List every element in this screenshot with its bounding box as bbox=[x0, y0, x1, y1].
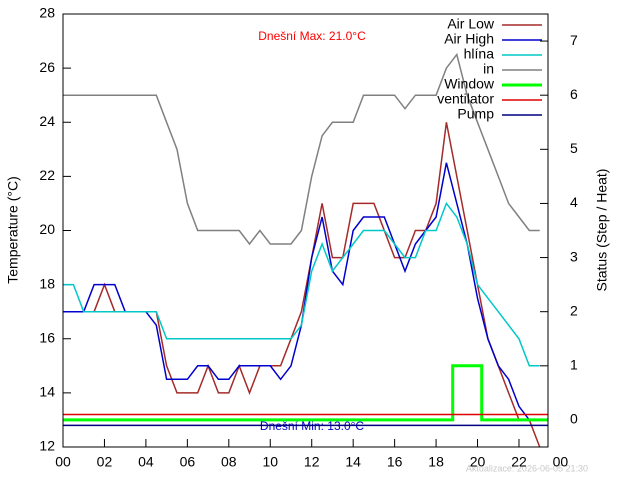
x-tick-label: 00 bbox=[553, 454, 569, 470]
y2-tick-label: 2 bbox=[570, 302, 578, 318]
y-tick-label: 26 bbox=[39, 59, 55, 75]
y-tick-label: 24 bbox=[39, 113, 55, 129]
x-tick-label: 06 bbox=[180, 454, 196, 470]
y2-tick-label: 1 bbox=[570, 357, 578, 373]
y-tick-label: 18 bbox=[39, 275, 55, 291]
legend-label: Air High bbox=[444, 31, 494, 47]
series-line bbox=[63, 364, 548, 422]
x-tick-label: 08 bbox=[221, 454, 237, 470]
x-tick-label: 10 bbox=[262, 454, 278, 470]
y-tick-label: 22 bbox=[39, 167, 55, 183]
y2-tick-label: 5 bbox=[570, 140, 578, 156]
y2-tick-label: 4 bbox=[570, 194, 578, 210]
y2-tick-label: 0 bbox=[570, 411, 578, 427]
x-tick-label: 02 bbox=[97, 454, 113, 470]
legend-label: in bbox=[483, 61, 494, 77]
series-line bbox=[63, 201, 540, 367]
legend-label: Air Low bbox=[447, 16, 495, 32]
legend-label: ventilator bbox=[437, 91, 494, 107]
legend-label: Window bbox=[444, 76, 495, 92]
x-tick-label: 14 bbox=[345, 454, 361, 470]
legend-label: hlína bbox=[464, 46, 495, 62]
y-axis-label: Temperature (°C) bbox=[5, 176, 21, 284]
series-line bbox=[63, 162, 540, 421]
legend-label: Pump bbox=[457, 106, 494, 122]
y2-tick-label: 7 bbox=[570, 32, 578, 48]
x-tick-label: 20 bbox=[470, 454, 486, 470]
y-tick-label: 28 bbox=[39, 5, 55, 21]
x-tick-label: 00 bbox=[55, 454, 71, 470]
update-annotation: Aktualizace: 2026-06-05 21:30 bbox=[466, 463, 588, 473]
max-annotation: Dnešní Max: 21.0°C bbox=[258, 29, 366, 43]
min-annotation: Dnešní Min: 13.0°C bbox=[260, 419, 365, 433]
y-tick-label: 16 bbox=[39, 329, 55, 345]
x-tick-label: 18 bbox=[428, 454, 444, 470]
y2-axis-label: Status (Step / Heat) bbox=[594, 169, 610, 292]
y2-tick-label: 3 bbox=[570, 248, 578, 264]
series-line bbox=[63, 122, 541, 447]
x-tick-label: 16 bbox=[387, 454, 403, 470]
x-tick-label: 22 bbox=[511, 454, 527, 470]
x-tick-label: 04 bbox=[138, 454, 154, 470]
y2-tick-label: 6 bbox=[570, 86, 578, 102]
y-tick-label: 14 bbox=[39, 384, 55, 400]
y-tick-label: 12 bbox=[39, 438, 55, 454]
y-tick-label: 20 bbox=[39, 221, 55, 237]
series-line bbox=[63, 52, 540, 246]
plot-border bbox=[62, 13, 549, 448]
x-tick-label: 12 bbox=[304, 454, 320, 470]
